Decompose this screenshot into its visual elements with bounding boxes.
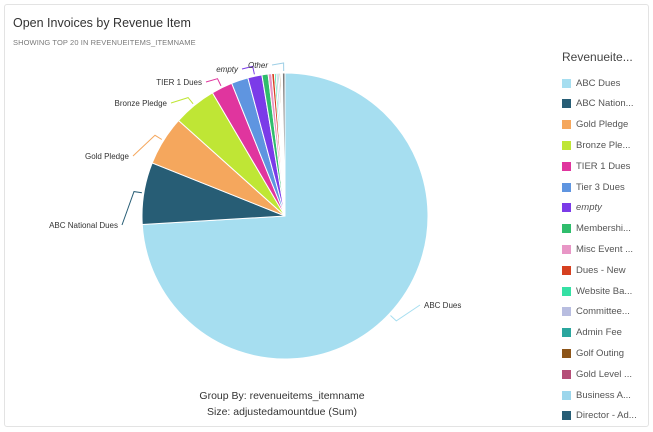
legend-label: ABC Nation... (576, 98, 634, 110)
slice-label-empty: empty (216, 65, 239, 74)
legend-label: empty (576, 202, 602, 214)
legend-swatch (562, 120, 571, 130)
legend-item-abc-dues[interactable]: ABC Dues (562, 76, 638, 90)
legend-label: Dues - New (576, 264, 626, 276)
legend-item-bronze-ple[interactable]: Bronze Ple... (562, 138, 638, 152)
legend-swatch (562, 369, 571, 379)
legend-item-golf-outing[interactable]: Golf Outing (562, 346, 638, 360)
legend-label: Tier 3 Dues (576, 181, 625, 193)
legend-swatch (562, 244, 571, 254)
legend-label: Membershi... (576, 223, 631, 235)
chart-title: Open Invoices by Revenue Item (13, 16, 191, 30)
legend-item-gold-level[interactable]: Gold Level ... (562, 367, 638, 381)
legend-item-tier-1-dues[interactable]: TIER 1 Dues (562, 159, 638, 173)
legend-label: Director - Ad... (576, 410, 637, 422)
legend-label: Committee... (576, 306, 630, 318)
size-caption: Size: adjustedamountdue (Sum) (207, 406, 357, 418)
legend-label: Bronze Ple... (576, 139, 631, 151)
legend-item-gold-pledge[interactable]: Gold Pledge (562, 118, 638, 132)
legend-item-director-ad[interactable]: Director - Ad... (562, 409, 638, 422)
slice-label-abc-national-dues: ABC National Dues (49, 221, 118, 230)
legend-item-admin-fee[interactable]: Admin Fee (562, 326, 638, 340)
leader-line-abc-dues (390, 304, 421, 322)
legend-item-tier-3-dues[interactable]: Tier 3 Dues (562, 180, 638, 194)
legend-label: Misc Event ... (576, 243, 634, 255)
legend-item-website-ba[interactable]: Website Ba... (562, 284, 638, 298)
legend-label: Business A... (576, 389, 631, 401)
legend-label: Gold Level ... (576, 368, 632, 380)
leader-line-tier-1-dues (205, 78, 222, 87)
legend-swatch (562, 203, 571, 213)
legend-item-membershi[interactable]: Membershi... (562, 222, 638, 236)
legend-item-dues-new[interactable]: Dues - New (562, 263, 638, 277)
chart-subtitle: SHOWING TOP 20 IN REVENUEITEMS_ITEMNAME (13, 38, 196, 47)
legend-swatch (562, 390, 571, 400)
leader-line-empty (241, 65, 255, 75)
legend-item-business-a[interactable]: Business A... (562, 388, 638, 402)
legend-label: ABC Dues (576, 77, 621, 89)
slice-label-gold-pledge: Gold Pledge (85, 152, 130, 161)
legend-label: TIER 1 Dues (576, 160, 631, 172)
legend-swatch (562, 307, 571, 317)
legend-label: Golf Outing (576, 347, 625, 359)
legend-item-misc-event[interactable]: Misc Event ... (562, 242, 638, 256)
legend-swatch (562, 411, 571, 421)
legend-label: Website Ba... (576, 285, 633, 297)
slice-label-tier-1-dues: TIER 1 Dues (156, 78, 202, 87)
leader-line-abc-national-dues (121, 191, 142, 226)
legend-swatch (562, 328, 571, 338)
legend-title: Revenueite... (562, 50, 633, 64)
slice-label-other: Other (248, 61, 268, 70)
legend-swatch (562, 224, 571, 234)
legend-swatch (562, 265, 571, 275)
legend-swatch (562, 161, 571, 171)
legend-swatch (562, 348, 571, 358)
legend-swatch (562, 99, 571, 109)
legend-swatch (562, 78, 571, 88)
leader-line-gold-pledge (132, 134, 163, 157)
legend-item-empty[interactable]: empty (562, 201, 638, 215)
leader-line-bronze-pledge (170, 97, 194, 105)
legend-item-committee[interactable]: Committee... (562, 305, 638, 319)
legend-swatch (562, 140, 571, 150)
legend-label: Gold Pledge (576, 119, 629, 131)
group-by-caption: Group By: revenueitems_itemname (199, 390, 365, 402)
slice-label-abc-dues: ABC Dues (424, 301, 461, 310)
legend[interactable]: ABC Dues ABC Nation... Gold Pledge Bronze P… (562, 76, 642, 422)
slice-label-bronze-pledge: Bronze Pledge (115, 99, 168, 108)
legend-swatch (562, 182, 571, 192)
legend-item-abc-nation[interactable]: ABC Nation... (562, 97, 638, 111)
legend-label: Admin Fee (576, 327, 622, 339)
legend-swatch (562, 286, 571, 296)
leader-line-other (271, 62, 285, 72)
pie-slice-other[interactable] (281, 72, 286, 217)
